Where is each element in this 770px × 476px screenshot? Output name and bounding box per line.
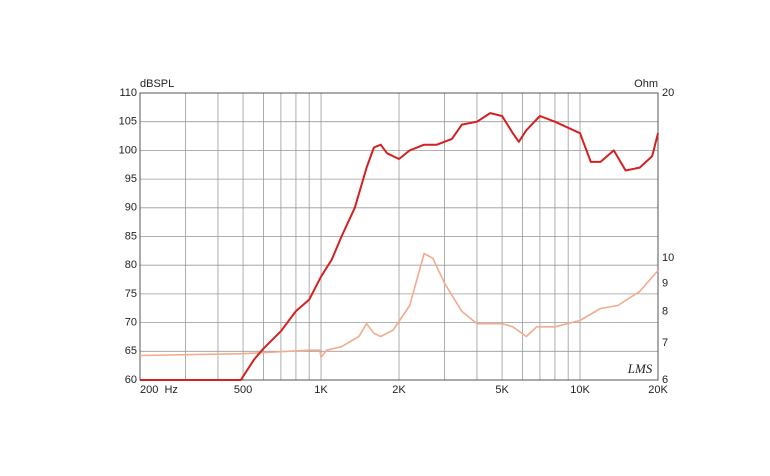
y-tick-label: 105 [119,116,137,128]
y-tick-label: 110 [119,87,137,99]
y-tick-label: 60 [125,374,137,386]
y2-axis-label: Ohm [634,78,658,90]
x-tick-label: 2K [392,384,406,396]
y-tick-label: 95 [125,173,137,185]
data-line [140,112,659,381]
x-tick-label: 1K [314,384,328,396]
y-tick-label: 90 [125,202,137,214]
x-tick-label: 5K [495,384,509,396]
plot-frame [139,92,659,381]
y-tick-label: 65 [125,345,137,357]
y-axis-label: dBSPL [140,78,174,90]
y2-tick-label: 20 [662,87,674,99]
x-tick-label: 500 [234,384,252,396]
y2-tick-label: 10 [662,252,674,264]
y-tick-label: 75 [125,288,137,300]
x-tick-label: 200 Hz [140,384,178,396]
x-tick-label: 10K [570,384,590,396]
logo: LMS [627,361,653,376]
y2-tick-label: 8 [662,305,668,317]
y-tick-label: 70 [125,317,137,329]
y-tick-label: 80 [125,259,137,271]
y2-tick-label: 6 [662,374,668,386]
y-tick-label: 100 [119,144,137,156]
y2-tick-label: 7 [662,337,668,349]
x-tick-label: 20K [648,384,668,396]
y-tick-label: 85 [125,230,137,242]
y2-tick-label: 9 [662,277,668,289]
data-line [139,252,659,359]
